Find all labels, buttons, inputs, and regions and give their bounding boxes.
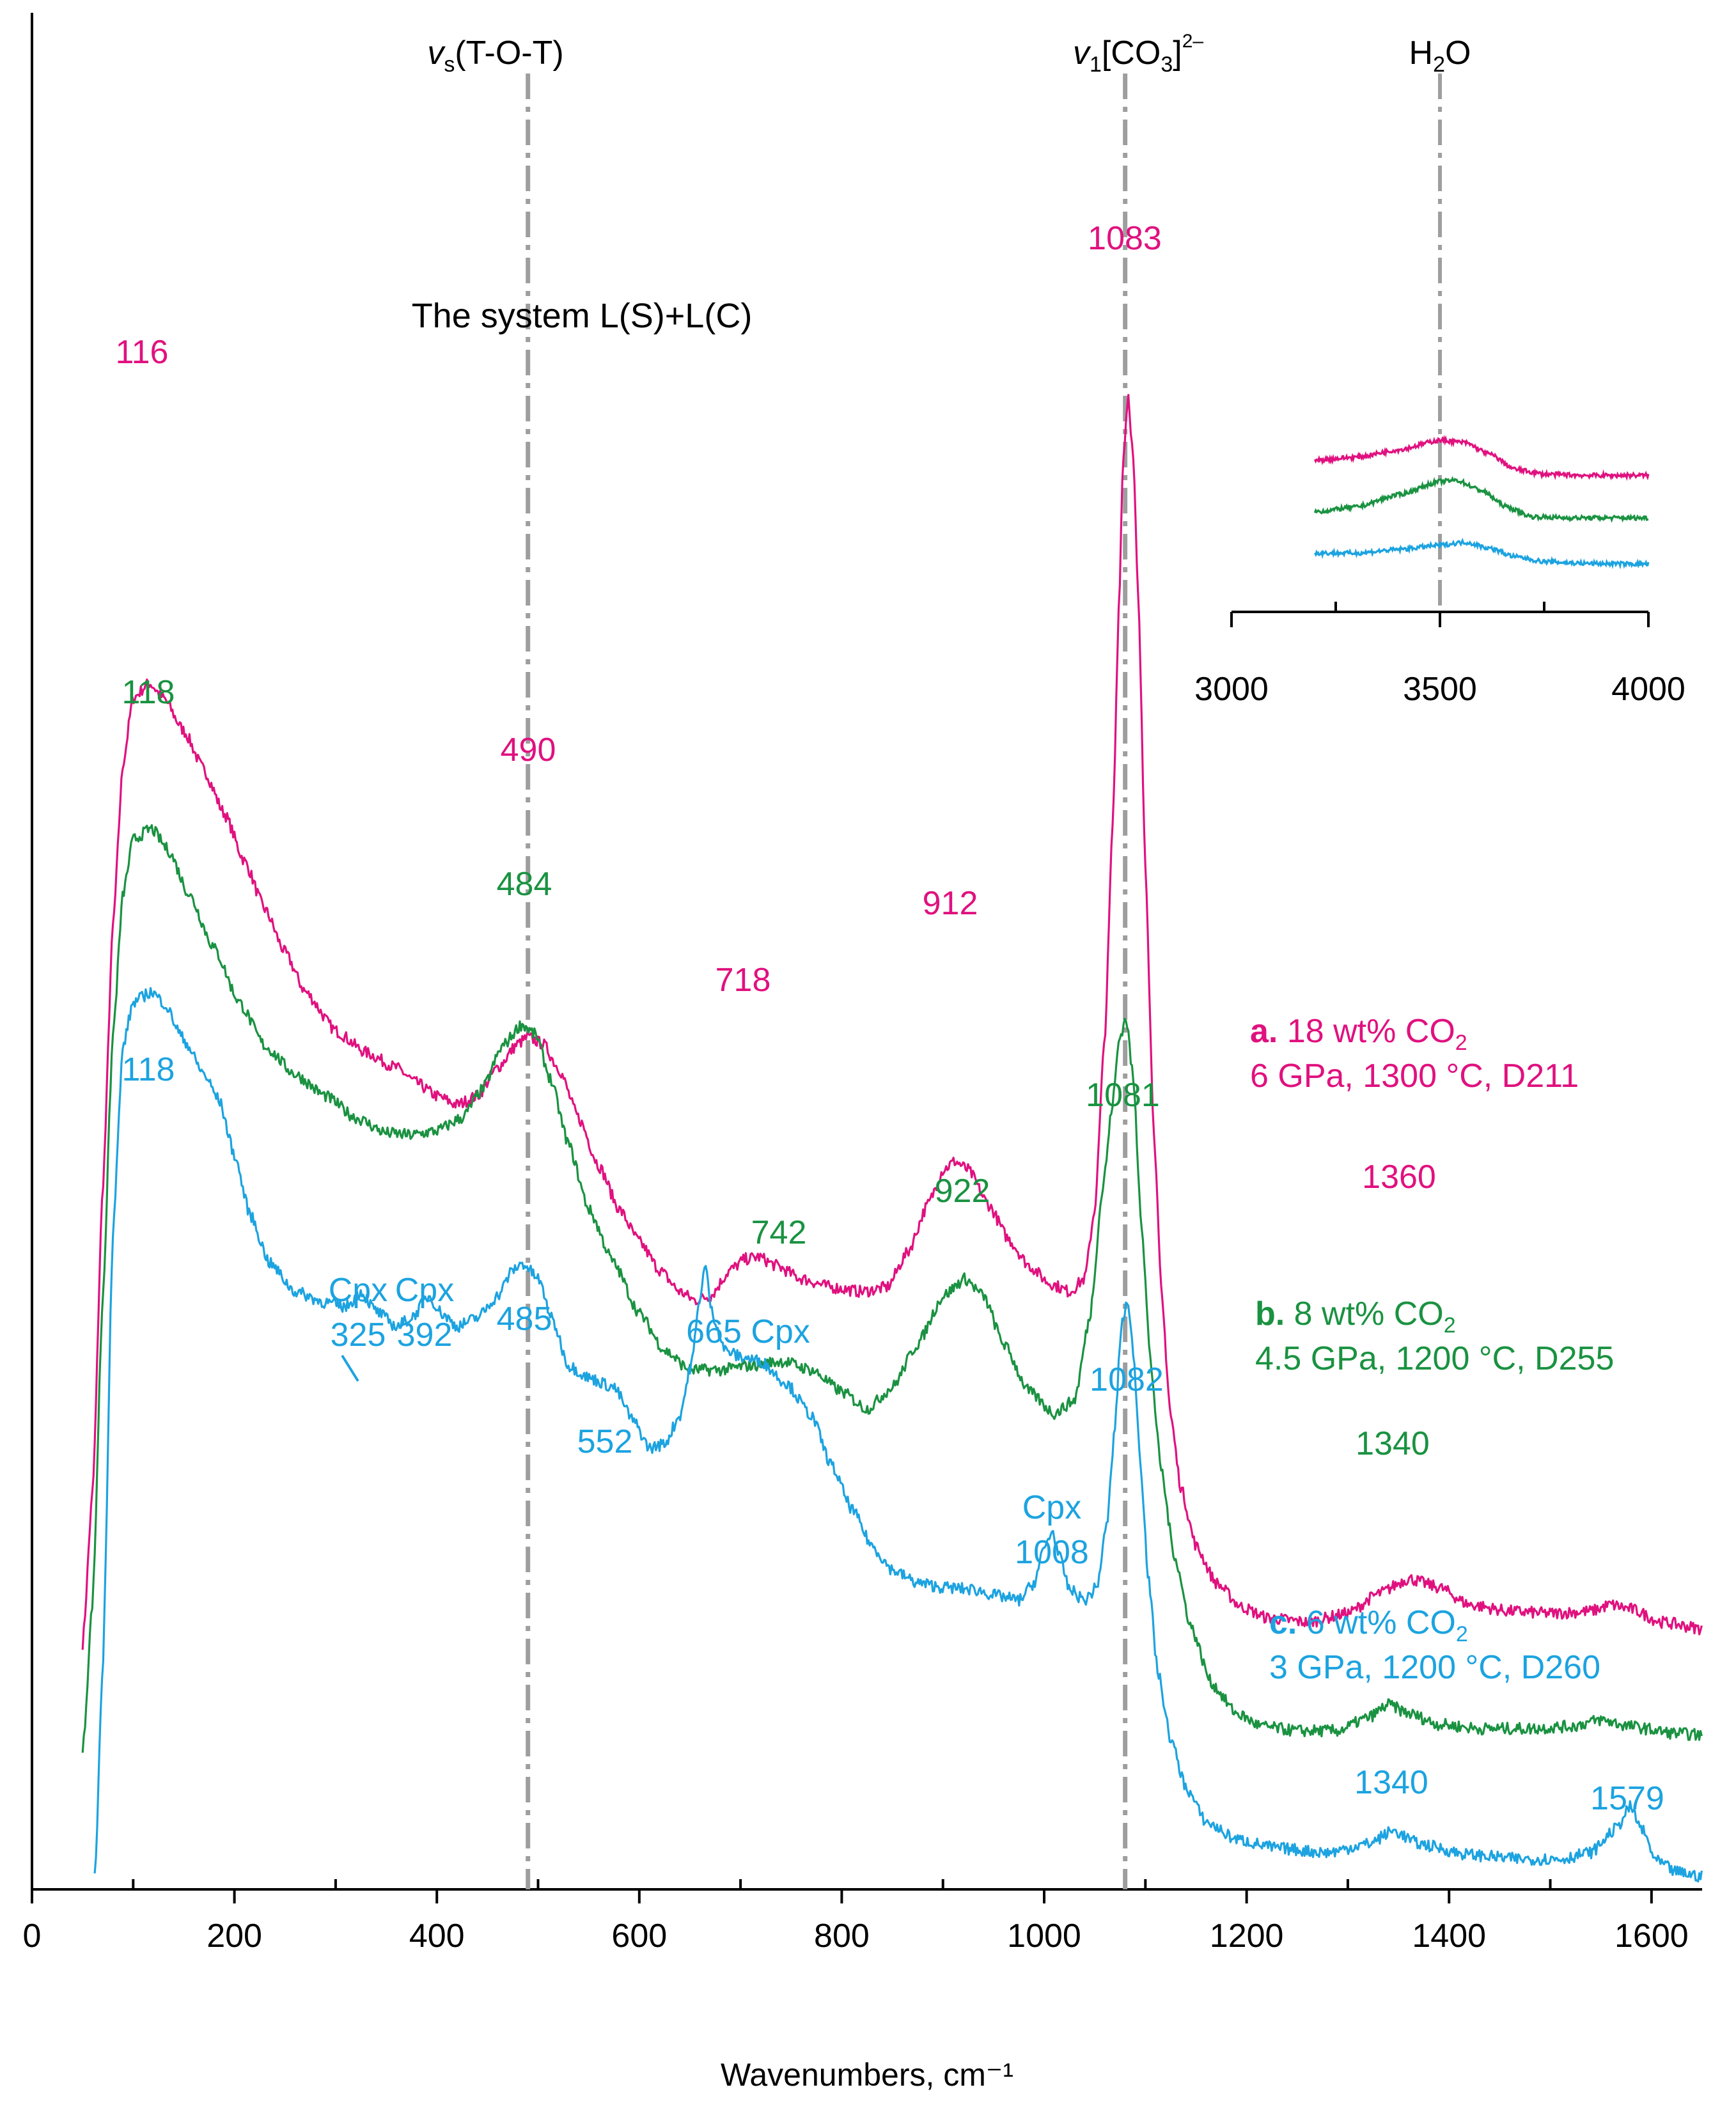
legend-a-line1: a. 18 wt% CO2	[1250, 1013, 1467, 1055]
peak-label-c-118-118: 118	[122, 1051, 175, 1088]
inset-spectrum-c	[1313, 537, 1650, 570]
x-tick-label-600: 600	[611, 1917, 667, 1955]
peak-label-c-cpx-325: Cpx	[329, 1272, 387, 1309]
peak-label-c-1579-1579: 1579	[1590, 1780, 1664, 1817]
peak-label-c-1340-1340: 1340	[1354, 1764, 1428, 1801]
inset-h2o-chart: 3000 3500 4000 H2O	[1194, 35, 1685, 708]
legend-c: c. 6 wt% CO2 3 GPa, 1200 °C, D260	[1269, 1604, 1600, 1686]
peak-label-c-1008-1008: 1008	[1015, 1534, 1089, 1571]
x-tick-label-200: 200	[207, 1917, 262, 1955]
spectrum-a	[81, 394, 1703, 1650]
x-tick-label-400: 400	[409, 1917, 465, 1955]
peak-label-c-552-552: 552	[577, 1423, 633, 1460]
legend-b-line2: 4.5 GPa, 1200 °C, D255	[1255, 1340, 1614, 1377]
peak-label-c-392-392: 392	[397, 1316, 453, 1354]
peak-label-b-1081-1081: 1081	[1086, 1077, 1160, 1114]
x-tick-label-1200: 1200	[1210, 1917, 1284, 1955]
x-axis-title: Wavenumbers, cm⁻¹	[721, 2057, 1013, 2093]
guide-label-tot: vs(T-O-T)	[427, 35, 563, 77]
inset-x-tick-label-3000: 3000	[1194, 671, 1269, 708]
peak-label-b-922-922: 922	[935, 1173, 990, 1210]
peak-label-b-118-118: 118	[122, 674, 175, 711]
peak-label-a-116-116: 116	[116, 334, 169, 371]
x-tick-label-1000: 1000	[1007, 1917, 1081, 1955]
peak-label-c-cpx-1008: Cpx	[1022, 1489, 1081, 1526]
x-tick-label-1600: 1600	[1615, 1917, 1689, 1955]
legend-b: b. 8 wt% CO2 4.5 GPa, 1200 °C, D255	[1255, 1295, 1614, 1377]
legend-c-line2: 3 GPa, 1200 °C, D260	[1269, 1649, 1600, 1686]
peak-label-c-665-cpx-665: 665 Cpx	[686, 1313, 810, 1350]
x-tick-label-0: 0	[23, 1917, 42, 1955]
peak-label-b-742-742: 742	[751, 1214, 807, 1251]
cpx-325-leader-line	[341, 1354, 359, 1382]
guide-label-co3: v1[CO3]2–	[1073, 31, 1203, 77]
peak-label-a-718-718: 718	[716, 962, 771, 999]
inset-spectrum-b	[1313, 476, 1649, 523]
chart-title: The system L(S)+L(C)	[412, 297, 753, 335]
inset-series	[1313, 435, 1650, 570]
peak-label-b-484-484: 484	[497, 866, 552, 903]
legend-c-line1: c. 6 wt% CO2	[1269, 1604, 1468, 1646]
peak-label-b-1340-1340: 1340	[1356, 1425, 1430, 1462]
x-tick-label-1400: 1400	[1412, 1917, 1486, 1955]
guide-lines	[526, 74, 1128, 1889]
spectrum-b	[81, 824, 1703, 1753]
spectrum-c	[93, 987, 1703, 1883]
peak-label-a-912-912: 912	[923, 885, 978, 922]
peak-label-a-1083-1083: 1083	[1088, 220, 1162, 257]
inset-h2o-label: H2O	[1409, 35, 1471, 77]
x-tick-label-800: 800	[814, 1917, 870, 1955]
inset-x-axis-ticks: 3000 3500 4000	[1194, 602, 1685, 708]
inset-x-tick-label-4000: 4000	[1611, 671, 1685, 708]
peak-label-a-1360-1360: 1360	[1362, 1159, 1436, 1196]
peak-label-c-1082-1082: 1082	[1090, 1361, 1164, 1398]
spectra-series	[81, 394, 1703, 1883]
inset-x-tick-label-3500: 3500	[1403, 671, 1477, 708]
legend-a: a. 18 wt% CO2 6 GPa, 1300 °C, D211	[1250, 1013, 1579, 1095]
peak-label-c-485-485: 485	[497, 1300, 552, 1338]
legend-b-line1: b. 8 wt% CO2	[1255, 1295, 1456, 1338]
peak-label-c-cpx-392: Cpx	[395, 1272, 454, 1309]
legend-a-line2: 6 GPa, 1300 °C, D211	[1250, 1058, 1579, 1095]
x-axis-ticks: 0 200 400 600 800 1000 1200 1400 1600	[23, 1879, 1689, 1955]
inset-spectrum-a	[1313, 435, 1650, 481]
peak-label-a-490-490: 490	[501, 731, 556, 769]
peak-labels: 116 490 718 912 1083 1360 118 484 742 922 1081 1340…	[116, 220, 1664, 1817]
peak-label-c-325-325: 325	[331, 1316, 386, 1354]
